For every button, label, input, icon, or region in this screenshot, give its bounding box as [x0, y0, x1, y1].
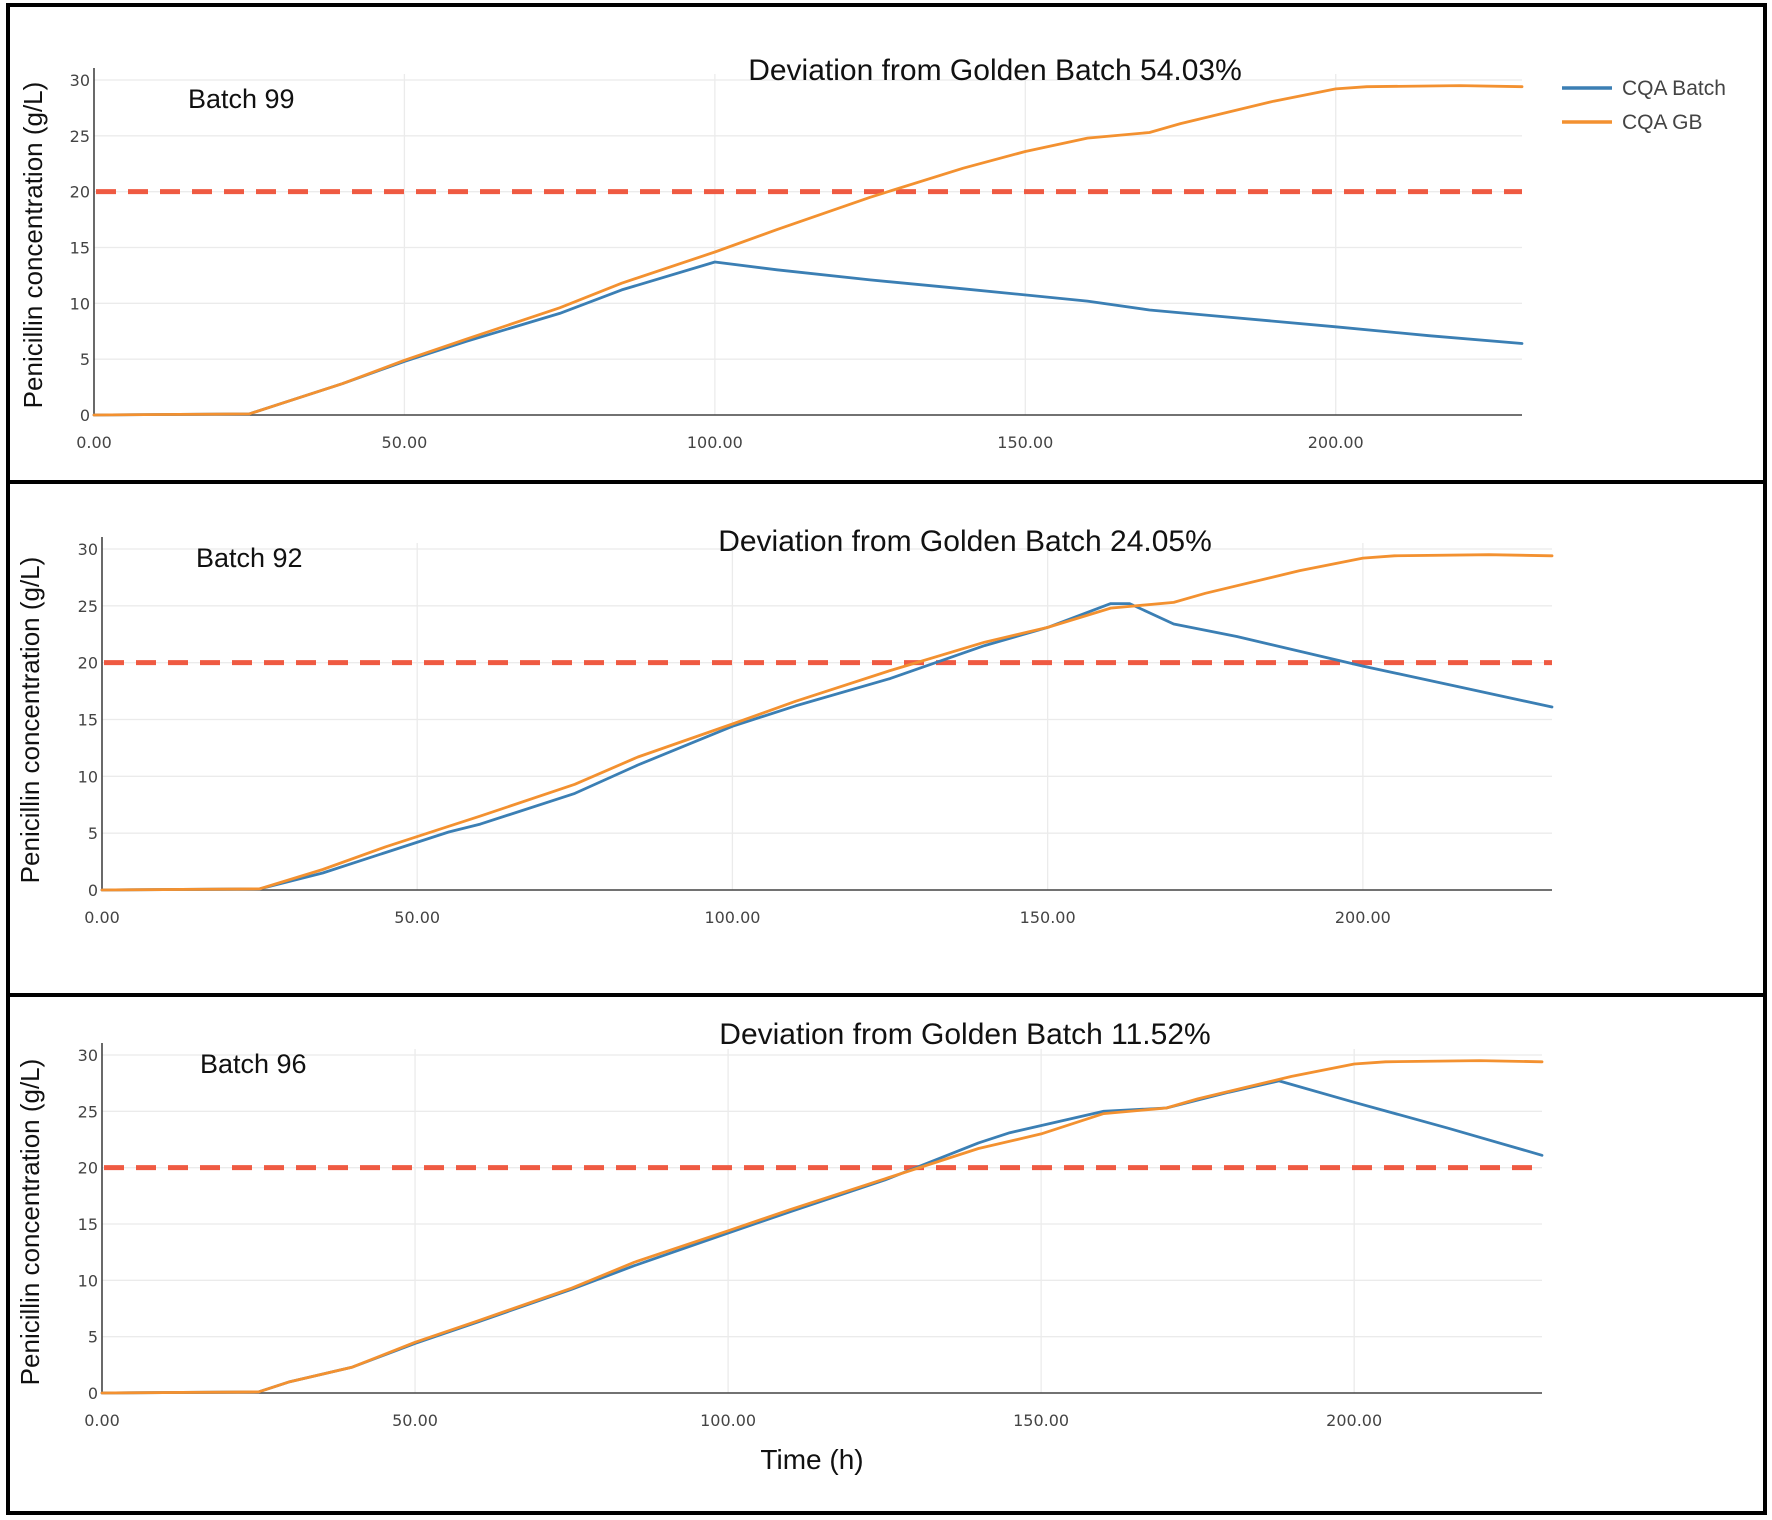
- y-tick-label: 25: [78, 597, 98, 616]
- x-tick-label: 200.00: [1335, 908, 1391, 927]
- x-tick-label: 100.00: [687, 433, 743, 452]
- series-line-cqa-gb: [92, 84, 1524, 417]
- x-tick-label: 50.00: [382, 433, 428, 452]
- y-tick-label: 25: [70, 127, 90, 146]
- y-axis-label: Penicillin concentration (g/L): [18, 82, 48, 409]
- y-tick-label: 5: [88, 1328, 98, 1347]
- x-tick-label: 150.00: [1013, 1411, 1069, 1430]
- y-axis-label: Penicillin concentration (g/L): [15, 557, 45, 884]
- y-tick-label: 15: [78, 711, 98, 730]
- chart-panel-1: 0.00 50.00 100.00 150.00 200.00 0 5 10 15 20 25 30 P…: [6, 3, 1767, 484]
- y-tick-label: 25: [78, 1102, 98, 1121]
- y-tick-label: 0: [80, 406, 90, 425]
- legend-label: CQA Batch: [1622, 77, 1726, 100]
- y-axis-label: Penicillin concentration (g/L): [15, 1059, 45, 1386]
- chart-panel-2: 0.00 50.00 100.00 150.00 200.00 0 5 10 15 20 25 30 P…: [6, 480, 1767, 997]
- y-tick-label: 5: [80, 350, 90, 369]
- legend-label: CQA GB: [1622, 111, 1703, 134]
- y-tick-label: 20: [70, 183, 90, 202]
- batch-annotation: Batch 96: [200, 1049, 307, 1079]
- x-tick-label: 50.00: [394, 908, 440, 927]
- chart-title: Deviation from Golden Batch 24.05%: [718, 525, 1212, 558]
- x-tick-label: 100.00: [700, 1411, 756, 1430]
- batch-annotation: Batch 99: [188, 84, 295, 114]
- y-tick-label: 30: [78, 540, 98, 559]
- series-line-cqa-gb: [100, 1059, 1544, 1395]
- x-tick-label: 0.00: [84, 1411, 120, 1430]
- x-tick-label: 150.00: [1020, 908, 1076, 927]
- x-tick-label: 0.00: [84, 908, 120, 927]
- y-tick-label: 0: [88, 1384, 98, 1403]
- y-tick-label: 20: [78, 1159, 98, 1178]
- chart-title: Deviation from Golden Batch 11.52%: [719, 1018, 1210, 1051]
- x-tick-label: 200.00: [1308, 433, 1364, 452]
- batch-annotation: Batch 92: [196, 543, 303, 573]
- series-line-cqa-gb: [100, 553, 1554, 892]
- x-tick-label: 200.00: [1326, 1411, 1382, 1430]
- y-tick-label: 5: [88, 824, 98, 843]
- x-tick-label: 50.00: [392, 1411, 438, 1430]
- y-tick-label: 20: [78, 654, 98, 673]
- y-tick-label: 10: [70, 294, 90, 313]
- y-tick-label: 30: [78, 1046, 98, 1065]
- x-axis-label: Time (h): [760, 1444, 863, 1475]
- y-tick-label: 15: [70, 239, 90, 258]
- y-tick-label: 10: [78, 767, 98, 786]
- x-tick-label: 150.00: [997, 433, 1053, 452]
- x-tick-label: 0.00: [76, 433, 112, 452]
- chart-panel-3: 0.00 50.00 100.00 150.00 200.00 0 5 10 15 20 25 30 P…: [6, 993, 1767, 1515]
- y-tick-label: 0: [88, 881, 98, 900]
- y-tick-label: 15: [78, 1215, 98, 1234]
- y-tick-label: 10: [78, 1271, 98, 1290]
- series-line-cqa-batch: [100, 602, 1554, 892]
- legend: CQA Batch CQA GB: [1562, 77, 1726, 134]
- panel-border: [6, 993, 1767, 1515]
- x-tick-label: 100.00: [704, 908, 760, 927]
- chart-title: Deviation from Golden Batch 54.03%: [748, 54, 1242, 87]
- y-tick-label: 30: [70, 71, 90, 90]
